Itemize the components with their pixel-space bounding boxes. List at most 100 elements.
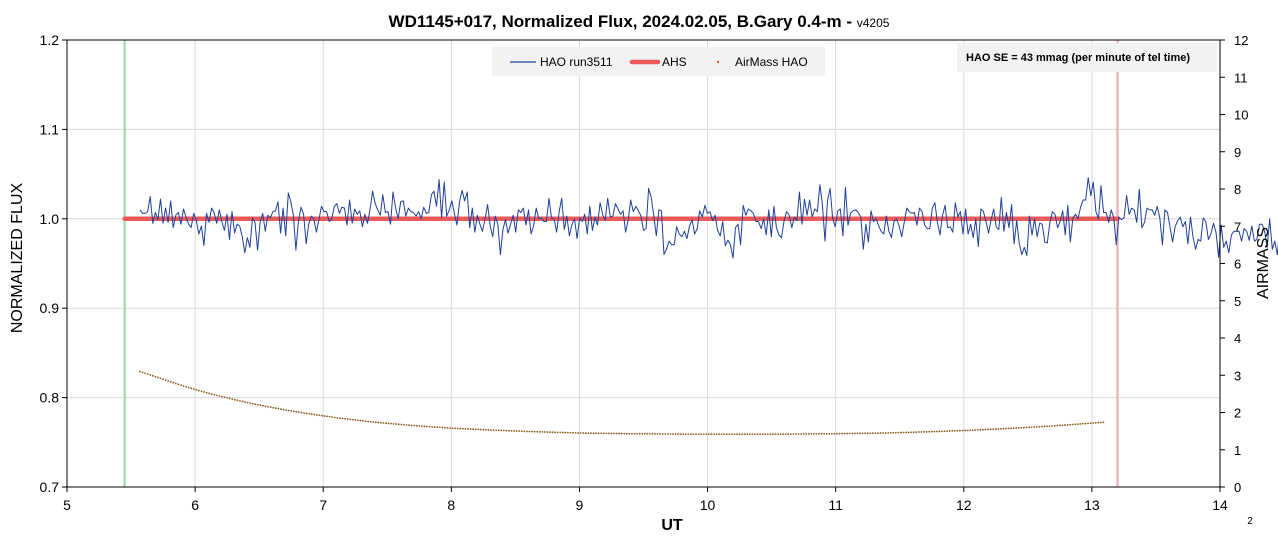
airmass-point <box>953 429 956 432</box>
airmass-point <box>649 432 651 435</box>
airmass-point <box>149 374 152 376</box>
airmass-point <box>290 410 293 412</box>
airmass-point <box>948 430 951 432</box>
airmass-point <box>418 425 421 427</box>
airmass-point <box>1041 425 1043 428</box>
airmass-point <box>231 398 234 401</box>
airmass-point <box>618 432 621 435</box>
airmass-point <box>579 432 582 434</box>
airmass-point <box>1076 423 1079 426</box>
y2-tick-label: 5 <box>1234 294 1241 309</box>
airmass-point <box>464 427 467 430</box>
airmass-point <box>1046 425 1048 428</box>
airmass-point <box>923 431 925 433</box>
airmass-point <box>743 433 746 436</box>
airmass-point <box>764 433 767 436</box>
airmass-point <box>748 433 751 436</box>
airmass-point <box>818 432 820 435</box>
y2-tick-label: 10 <box>1234 108 1248 123</box>
airmass-point <box>154 375 157 378</box>
airmass-point <box>1071 423 1074 426</box>
airmass-point <box>210 393 213 395</box>
airmass-point <box>415 424 418 427</box>
legend-ahs-label: AHS <box>662 55 687 69</box>
airmass-point <box>174 382 177 385</box>
airmass-point <box>469 428 472 430</box>
airmass-point <box>677 433 679 435</box>
airmass-point <box>1030 426 1033 429</box>
airmass-point <box>874 432 877 435</box>
airmass-point <box>610 432 613 435</box>
airmass-point <box>208 392 211 395</box>
airmass-point <box>841 432 843 435</box>
airmass-point <box>403 423 405 426</box>
x-tick-label: 10 <box>700 497 716 513</box>
airmass-point <box>444 426 446 429</box>
airmass-point <box>1066 423 1069 426</box>
airmass-point <box>697 433 700 436</box>
airmass-point <box>420 425 423 428</box>
airmass-point <box>510 429 513 432</box>
airmass-point <box>992 428 995 431</box>
airmass-point <box>305 412 308 415</box>
airmass-point <box>1025 426 1028 429</box>
airmass-point <box>869 432 872 435</box>
airmass-point <box>382 422 385 424</box>
airmass-point <box>920 431 923 433</box>
airmass-point <box>556 431 559 434</box>
airmass-point <box>905 431 908 434</box>
airmass-point <box>515 430 518 432</box>
airmass-point <box>1069 423 1072 426</box>
airmass-point <box>359 419 362 422</box>
airmass-point <box>605 432 608 435</box>
airmass-point <box>892 431 895 434</box>
airmass-point <box>966 429 969 432</box>
y-axis-ticks: 0.7 0.8 0.9 1.0 1.1 1.2 <box>40 32 67 495</box>
airmass-point <box>848 432 851 435</box>
airmass-point <box>746 433 749 436</box>
y2-tick-label: 12 <box>1234 33 1248 48</box>
y2-tick-label: 9 <box>1234 145 1241 160</box>
airmass-point <box>338 417 341 420</box>
airmass-point <box>638 432 641 435</box>
airmass-point <box>877 432 879 435</box>
airmass-point <box>318 414 321 417</box>
airmass-point <box>487 429 490 431</box>
airmass-point <box>344 417 346 420</box>
airmass-point <box>884 432 887 434</box>
airmass-point <box>405 424 408 426</box>
airmass-point <box>674 433 677 435</box>
airmass-point <box>559 431 562 434</box>
airmass-point <box>828 432 831 435</box>
airmass-point <box>666 433 669 435</box>
airmass-point <box>930 430 933 433</box>
airmass-point <box>482 428 485 431</box>
y2-tick-label: 0 <box>1234 480 1241 495</box>
airmass-point <box>454 427 457 430</box>
airmass-point <box>851 432 854 435</box>
airmass-point <box>843 432 846 435</box>
airmass-point <box>221 395 223 398</box>
flux-series <box>139 177 1278 259</box>
airmass-point <box>543 431 546 433</box>
airmass-point <box>223 396 226 399</box>
airmass-point <box>592 432 595 435</box>
airmass-point <box>718 433 720 436</box>
airmass-point <box>664 433 667 435</box>
airmass-point <box>830 432 833 435</box>
airmass-point <box>687 433 690 436</box>
x-tick-label: 7 <box>319 497 327 513</box>
airmass-point <box>167 380 170 382</box>
airmass-point <box>446 426 449 429</box>
airmass-point <box>741 433 744 436</box>
airmass-point <box>889 431 892 434</box>
airmass-point <box>369 420 372 423</box>
airmass-point <box>782 433 785 436</box>
airmass-point <box>1102 421 1105 424</box>
airmass-point <box>413 424 416 427</box>
airmass-point <box>328 415 331 418</box>
airmass-point <box>690 433 692 436</box>
airmass-point <box>695 433 697 436</box>
airmass-point <box>151 374 154 377</box>
